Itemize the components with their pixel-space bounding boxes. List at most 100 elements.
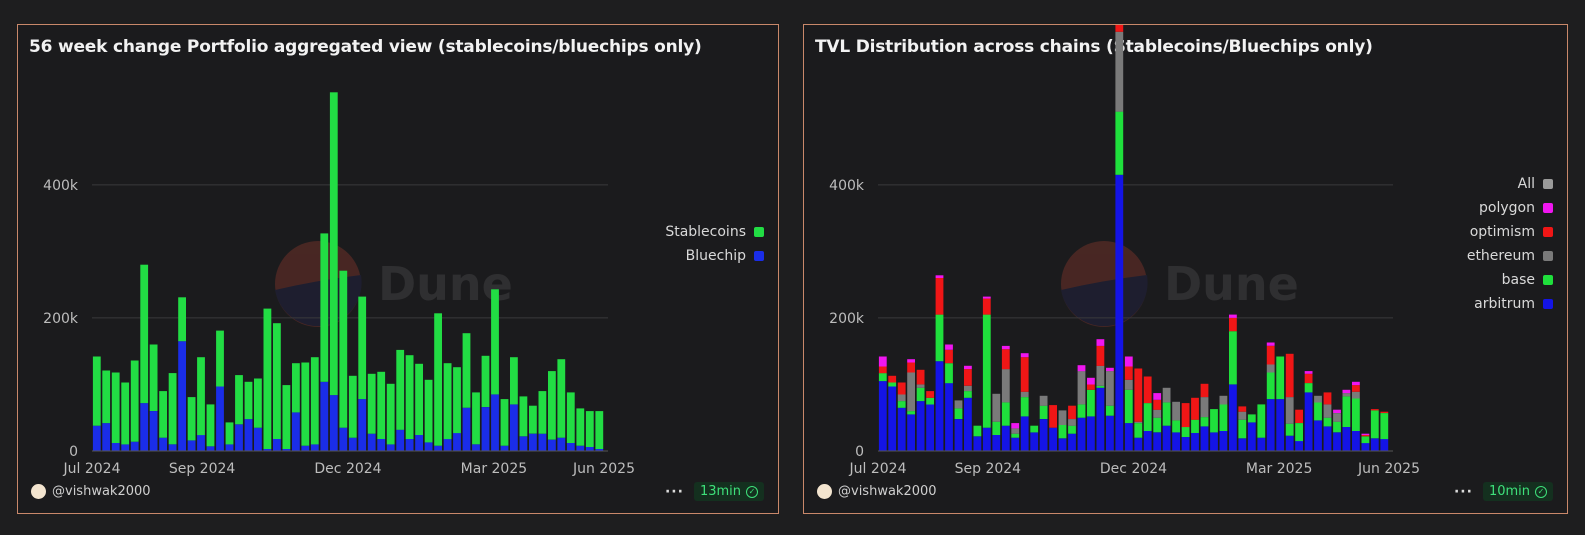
bar-ethereum[interactable]	[1323, 404, 1332, 418]
bar-bluechip[interactable]	[491, 394, 499, 451]
bar-optimism[interactable]	[1380, 411, 1389, 413]
bar-ethereum[interactable]	[964, 385, 972, 392]
bar-base[interactable]	[1077, 404, 1086, 418]
bar-bluechip[interactable]	[102, 423, 111, 451]
bar-stablecoins[interactable]	[244, 381, 253, 420]
bar-optimism[interactable]	[1087, 384, 1095, 390]
legend-item-base[interactable]: base	[1467, 268, 1553, 292]
author-credit[interactable]: @vishwak2000	[817, 484, 937, 499]
bar-bluechip[interactable]	[405, 439, 414, 451]
bar-stablecoins[interactable]	[339, 270, 348, 428]
bar-ethereum[interactable]	[1001, 369, 1010, 403]
bar-bluechip[interactable]	[377, 439, 386, 451]
bar-stablecoins[interactable]	[216, 330, 224, 387]
bar-arbitrum[interactable]	[1276, 399, 1285, 451]
bar-optimism[interactable]	[878, 366, 887, 374]
bar-arbitrum[interactable]	[1285, 435, 1294, 451]
bar-arbitrum[interactable]	[1219, 431, 1228, 451]
bar-base[interactable]	[926, 397, 934, 405]
bar-base[interactable]	[945, 363, 953, 384]
bar-stablecoins[interactable]	[472, 392, 480, 445]
legend-item-all[interactable]: All	[1467, 172, 1553, 196]
author-credit[interactable]: @vishwak2000	[31, 484, 151, 499]
bar-bluechip[interactable]	[178, 341, 186, 451]
bar-bluechip[interactable]	[244, 419, 253, 451]
bar-base[interactable]	[1124, 389, 1133, 424]
bar-arbitrum[interactable]	[878, 381, 887, 451]
bar-optimism[interactable]	[1124, 366, 1133, 380]
legend-item-bluechip[interactable]: Bluechip	[665, 244, 764, 268]
bar-arbitrum[interactable]	[1295, 441, 1303, 451]
bar-bluechip[interactable]	[310, 444, 319, 451]
bar-arbitrum[interactable]	[1077, 417, 1086, 451]
bar-arbitrum[interactable]	[1030, 432, 1039, 451]
bar-base[interactable]	[1115, 111, 1124, 175]
bar-bluechip[interactable]	[358, 399, 367, 451]
bar-bluechip[interactable]	[348, 437, 357, 451]
bar-ethereum[interactable]	[1011, 428, 1020, 434]
bar-bluechip[interactable]	[121, 444, 130, 451]
bar-optimism[interactable]	[982, 298, 991, 315]
bar-ethereum[interactable]	[1172, 401, 1180, 421]
bar-bluechip[interactable]	[130, 441, 139, 451]
bar-arbitrum[interactable]	[926, 404, 934, 451]
bar-ethereum[interactable]	[1285, 397, 1294, 424]
bar-arbitrum[interactable]	[1266, 399, 1275, 451]
bar-bluechip[interactable]	[462, 407, 471, 451]
bar-optimism[interactable]	[1096, 345, 1105, 366]
bar-optimism[interactable]	[916, 369, 925, 385]
bar-base[interactable]	[1162, 402, 1171, 426]
bar-bluechip[interactable]	[424, 442, 433, 451]
bar-optimism[interactable]	[1304, 373, 1313, 384]
bar-ethereum[interactable]	[954, 400, 963, 409]
bar-bluechip[interactable]	[263, 449, 272, 451]
bar-ethereum[interactable]	[1314, 395, 1322, 403]
bar-optimism[interactable]	[1191, 397, 1199, 420]
bar-arbitrum[interactable]	[1200, 426, 1209, 451]
bar-bluechip[interactable]	[500, 445, 509, 451]
bar-optimism[interactable]	[935, 278, 944, 315]
bar-polygon[interactable]	[1153, 393, 1162, 400]
bar-stablecoins[interactable]	[529, 405, 537, 434]
bar-stablecoins[interactable]	[443, 363, 452, 440]
bar-stablecoins[interactable]	[538, 391, 547, 434]
bar-base[interactable]	[1030, 425, 1039, 433]
bar-polygon[interactable]	[1333, 409, 1341, 413]
bar-arbitrum[interactable]	[1238, 438, 1247, 451]
bar-bluechip[interactable]	[415, 435, 423, 451]
bar-base[interactable]	[1257, 404, 1266, 438]
bar-polygon[interactable]	[945, 344, 953, 350]
bar-polygon[interactable]	[907, 359, 915, 363]
bar-arbitrum[interactable]	[1181, 437, 1190, 451]
bar-bluechip[interactable]	[301, 445, 310, 451]
bar-arbitrum[interactable]	[1304, 392, 1313, 451]
bar-bluechip[interactable]	[538, 433, 547, 451]
bar-arbitrum[interactable]	[1257, 437, 1266, 451]
bar-bluechip[interactable]	[92, 425, 101, 451]
bar-optimism[interactable]	[1181, 403, 1190, 428]
bar-polygon[interactable]	[982, 296, 991, 299]
bar-base[interactable]	[1361, 436, 1370, 444]
bar-bluechip[interactable]	[510, 404, 518, 451]
bar-optimism[interactable]	[1049, 405, 1057, 428]
bar-arbitrum[interactable]	[1106, 415, 1114, 451]
bar-stablecoins[interactable]	[329, 92, 338, 396]
bar-stablecoins[interactable]	[102, 370, 111, 424]
bar-ethereum[interactable]	[916, 384, 925, 388]
bar-stablecoins[interactable]	[168, 373, 177, 445]
bar-stablecoins[interactable]	[140, 264, 149, 404]
bar-polygon[interactable]	[1011, 423, 1020, 429]
bar-stablecoins[interactable]	[453, 367, 461, 434]
bar-stablecoins[interactable]	[301, 362, 310, 446]
bar-ethereum[interactable]	[1068, 419, 1076, 426]
bar-polygon[interactable]	[1077, 365, 1086, 372]
bar-base[interactable]	[1200, 417, 1209, 427]
bar-arbitrum[interactable]	[1115, 174, 1124, 452]
bar-bluechip[interactable]	[216, 386, 224, 452]
bar-base[interactable]	[982, 314, 991, 428]
bar-bluechip[interactable]	[472, 444, 480, 451]
bar-base[interactable]	[1058, 425, 1067, 439]
bar-bluechip[interactable]	[548, 439, 556, 451]
bar-base[interactable]	[1219, 404, 1228, 431]
bar-stablecoins[interactable]	[510, 357, 518, 405]
